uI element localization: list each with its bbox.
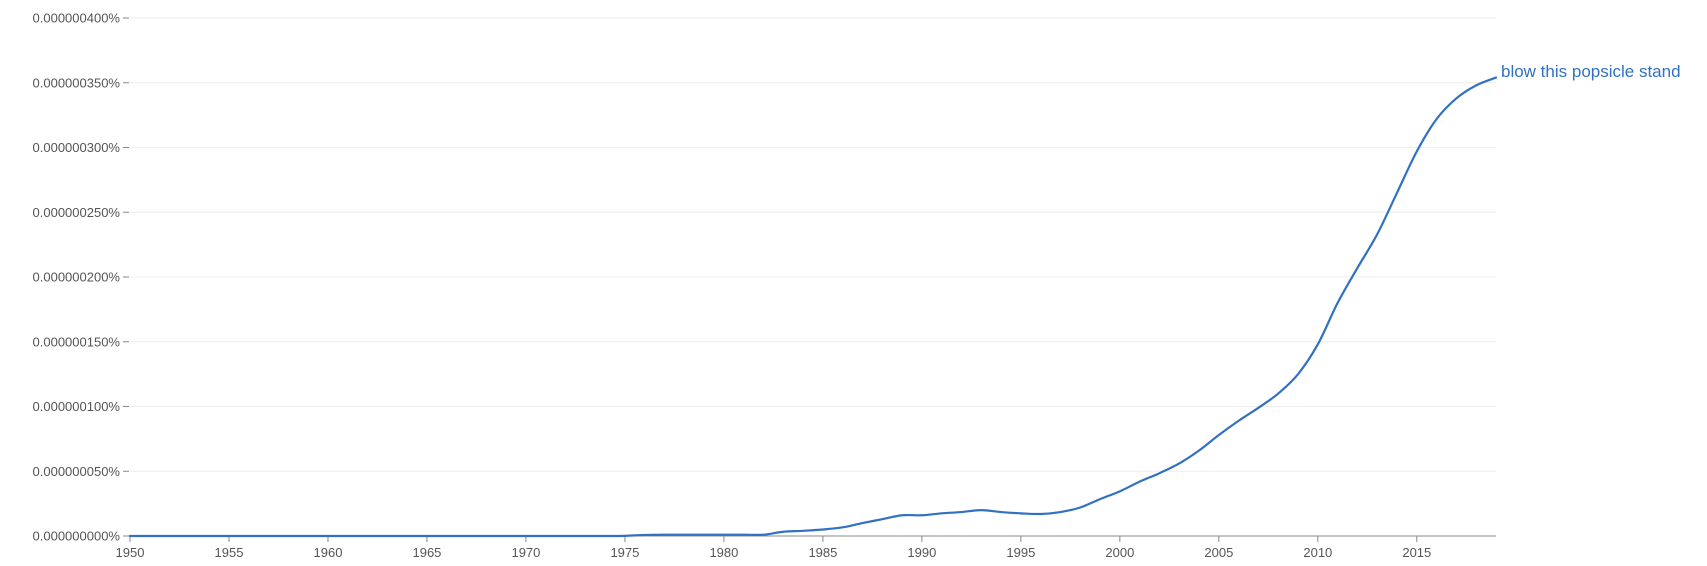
gridlines [130,17,1496,472]
y-tick-label: 0.000000100% [33,399,121,414]
x-tick-label: 1970 [511,545,540,560]
x-tick-label: 1965 [412,545,441,560]
x-tick-label: 1955 [215,545,244,560]
y-tick-label: 0.000000300% [33,140,121,155]
y-tick-label: 0.000000350% [33,75,121,90]
y-tick-label: 0.000000200% [33,270,121,285]
x-tick-label: 1980 [709,545,738,560]
x-tick-label: 2015 [1402,545,1431,560]
y-tick-label: 0.000000050% [33,464,121,479]
x-tick-label: 1990 [907,545,936,560]
x-tick-label: 1995 [1006,545,1035,560]
x-tick-label: 1960 [314,545,343,560]
y-tick-label: 0.000000250% [33,205,121,220]
x-axis: 1950 1955 1960 1965 1970 1975 1980 1985 1990 1995… [116,535,1496,560]
y-tick-label: 0.000000150% [33,334,121,349]
y-tick-label: 0.000000400% [33,11,121,26]
x-tick-label: 1975 [610,545,639,560]
x-tick-label: 1985 [808,545,837,560]
x-tick-label: 2005 [1204,545,1233,560]
series-label: blow this popsicle stand [1501,62,1681,81]
x-tick-label: 1950 [116,545,145,560]
x-tick-label: 2010 [1303,545,1332,560]
x-tick-label: 2000 [1105,545,1134,560]
series-line [128,76,1498,538]
series-layer: blow this popsicle stand [128,62,1681,538]
y-tick-label: 0.000000000% [33,529,121,544]
y-axis: 0.000000000% 0.000000050% 0.000000100% 0.00… [33,11,129,544]
